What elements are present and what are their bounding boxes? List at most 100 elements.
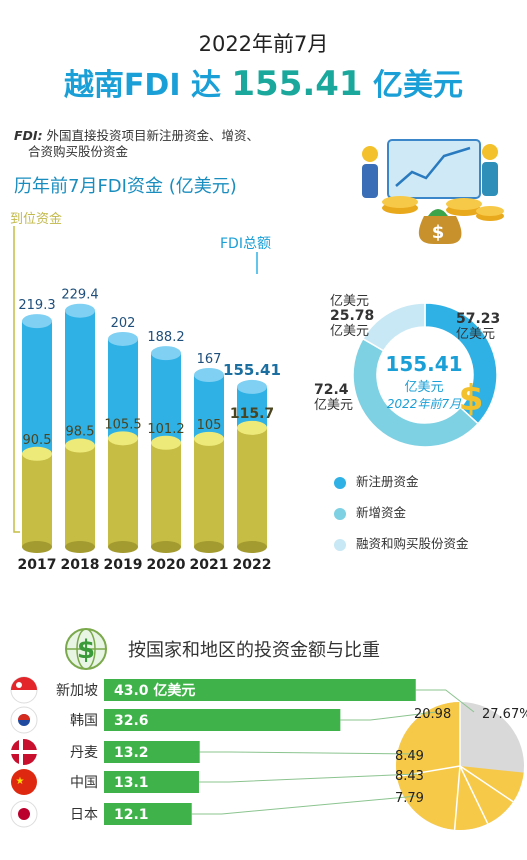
country-connector <box>199 751 418 755</box>
arrival-bar-2021 <box>194 438 224 547</box>
year-tick-label-2019: 2019 <box>104 557 143 573</box>
china-flag-icon: ★ <box>11 769 37 795</box>
arrival-bar-2018 <box>65 445 95 547</box>
year-tick-label-2021: 2021 <box>190 557 229 573</box>
fdi-total-connector <box>256 252 258 274</box>
country-bar <box>104 771 199 793</box>
headline-unit: 亿美元 <box>362 68 464 103</box>
total-bar-top-2020 <box>151 346 181 361</box>
investment-illustration: $ <box>362 139 504 244</box>
donut-slice-2 <box>361 302 426 352</box>
country-connector <box>415 689 475 713</box>
bar-base-2020 <box>151 541 181 553</box>
bar-group-2018: 229.4 98.5 2018 <box>61 288 100 573</box>
bar-group-2019: 202 105.5 2019 <box>104 316 143 573</box>
year-tick-label-2020: 2020 <box>147 557 186 573</box>
bar-base-2021 <box>194 541 224 553</box>
donut-slice-1 <box>352 337 480 448</box>
arrival-bar-top-2019 <box>108 431 138 446</box>
arrival-value-label-2018: 98.5 <box>66 425 95 440</box>
country-connector <box>340 711 437 721</box>
arrival-bar-top-2021 <box>194 431 224 446</box>
total-value-label-2021: 167 <box>197 352 222 367</box>
note-line1: 外国直接投资项目新注册资金、增资、 <box>42 128 260 143</box>
arrival-bar-2017 <box>22 453 52 547</box>
svg-text:★: ★ <box>16 776 25 787</box>
bar-group-2021: 167 105 2021 <box>190 352 229 573</box>
year-tick-label-2017: 2017 <box>18 557 57 573</box>
total-value-label-2017: 219.3 <box>18 298 55 313</box>
globe-money-icon: $ <box>65 628 107 670</box>
country-name-label: 新加坡 <box>56 683 98 699</box>
country-bar <box>104 709 341 731</box>
bar-base-2022 <box>237 541 267 553</box>
country-name-label: 中国 <box>70 775 98 791</box>
section-title-yearly: 历年前7月FDI资金 (亿美元) <box>14 176 237 197</box>
country-row-0: 新加坡 43.0 亿美元 27.67% <box>10 676 527 722</box>
korea-flag-icon <box>10 706 38 734</box>
country-bar <box>104 679 416 701</box>
svg-text:$: $ <box>432 222 445 243</box>
denmark-flag-icon <box>11 739 37 765</box>
legend-swatch <box>334 507 346 520</box>
money-bag-icon <box>418 216 462 244</box>
country-value-label: 43.0 亿美元 <box>114 682 195 699</box>
country-connector <box>191 795 418 815</box>
person-figure <box>362 164 378 198</box>
date-title: 2022年前7月 <box>198 32 329 56</box>
country-share-label: 27.67% <box>482 707 527 722</box>
country-name-label: 韩国 <box>70 713 98 729</box>
donut-label-new-registered: 57.23 亿美元 <box>456 311 501 343</box>
total-value-label-2020: 188.2 <box>147 330 184 345</box>
donut-label-capital: 亿美元 25.78 亿美元 <box>330 294 375 339</box>
total-value-label-2022: 155.41 <box>223 361 281 379</box>
country-pie-divider <box>459 765 514 803</box>
arrival-bar-2022 <box>237 427 267 547</box>
japan-flag-icon <box>10 800 38 828</box>
fdi-total-label: FDI总额 <box>220 236 271 252</box>
year-tick-label-2018: 2018 <box>61 557 100 573</box>
country-share-label: 8.49 <box>395 749 424 764</box>
donut-center-unit: 亿美元 <box>404 380 444 395</box>
arrival-value-label-2019: 105.5 <box>104 417 141 432</box>
person-figure-2 <box>482 162 498 196</box>
country-row-1: 韩国 32.6 20.98 <box>10 706 451 734</box>
country-row-3: ★ 中国 13.1 8.43 <box>11 769 424 795</box>
svg-text:$: $ <box>77 635 95 665</box>
arrival-bar-2020 <box>151 442 181 547</box>
growth-line <box>395 146 471 187</box>
country-value-label: 13.2 <box>114 745 149 761</box>
arrival-bar-top-2022 <box>237 420 267 435</box>
arrival-value-label-2017: 90.5 <box>23 433 52 448</box>
total-bar-top-2017 <box>22 314 52 329</box>
bar-group-2017: 219.3 90.5 2017 <box>18 298 57 573</box>
donut-label-increase: 72.4 亿美元 <box>314 382 354 414</box>
arrival-bar-2019 <box>108 438 138 547</box>
country-value-label: 12.1 <box>114 807 149 823</box>
donut-center-value: 155.41 <box>385 352 463 376</box>
yearly-fdi-bar-chart: 219.390.52017229.498.52018202105.5201918… <box>18 288 281 573</box>
total-bar-top-2022 <box>237 379 267 394</box>
bar-base-2018 <box>65 541 95 553</box>
legend-swatch <box>334 476 346 489</box>
legend-item-new-registered: 新注册资金 <box>334 471 419 490</box>
legend-swatch <box>334 538 346 551</box>
country-row-4: 日本 12.1 7.79 <box>10 791 424 828</box>
dollar-sign-icon: $ <box>458 378 483 416</box>
country-name-label: 日本 <box>70 807 98 823</box>
year-tick-label-2022: 2022 <box>233 557 272 573</box>
donut-center-caption: 2022年前7月 <box>386 397 462 411</box>
bar-base-2017 <box>22 541 52 553</box>
arrival-bar-top-2017 <box>22 446 52 461</box>
country-share-label: 7.79 <box>395 791 424 806</box>
country-pie-divider <box>453 765 461 830</box>
arrival-bar-top-2018 <box>65 438 95 453</box>
coin-icon-2 <box>482 144 498 160</box>
total-bar-top-2019 <box>108 331 138 346</box>
total-value-label-2018: 229.4 <box>61 288 98 303</box>
country-connector <box>198 773 418 783</box>
bar-base-2019 <box>108 541 138 553</box>
country-value-label: 13.1 <box>114 775 149 791</box>
arrival-value-label-2022: 115.7 <box>230 406 274 422</box>
section-title-countries: 按国家和地区的投资金额与比重 <box>128 640 380 661</box>
